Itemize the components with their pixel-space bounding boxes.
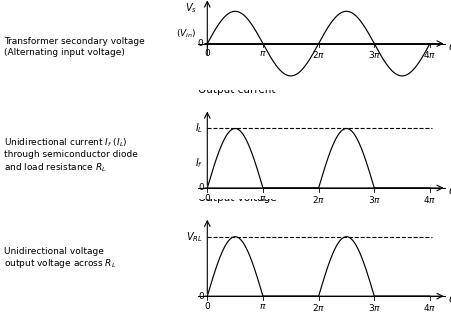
Text: $\omega t$: $\omega t$ [448,184,451,196]
Text: $4\pi$: $4\pi$ [423,302,437,313]
Text: Transformer secondary voltage
(Alternating input voltage): Transformer secondary voltage (Alternati… [4,37,145,57]
Text: Unidirectional voltage
output voltage across $R_L$: Unidirectional voltage output voltage ac… [4,246,116,270]
Text: Unidirectional current $I_f$ ($I_L$)
through semiconductor diode
and load resist: Unidirectional current $I_f$ ($I_L$) thr… [4,136,138,174]
Text: $2\pi$: $2\pi$ [312,49,325,60]
Text: Output current: Output current [198,85,276,95]
Text: $\pi$: $\pi$ [259,194,267,203]
Text: $I_L$: $I_L$ [195,121,203,135]
Text: $\pi$: $\pi$ [259,302,267,311]
Text: $V_{RL}$: $V_{RL}$ [186,230,203,244]
Text: $4\pi$: $4\pi$ [423,194,437,205]
Text: $3\pi$: $3\pi$ [368,302,381,313]
Text: 0: 0 [204,194,210,203]
Text: 0: 0 [204,302,210,311]
Text: 0: 0 [198,183,204,193]
Text: $3\pi$: $3\pi$ [368,49,381,60]
Text: $\omega t$: $\omega t$ [448,292,451,304]
Text: $V_s$: $V_s$ [184,1,197,15]
Text: $\omega t$: $\omega t$ [448,39,451,52]
Text: $2\pi$: $2\pi$ [312,302,325,313]
Text: $(V_{in})$: $(V_{in})$ [176,27,197,39]
Text: $2\pi$: $2\pi$ [312,194,325,205]
Text: $I_f$: $I_f$ [195,156,203,170]
Text: 0: 0 [197,39,203,48]
Text: $\pi$: $\pi$ [259,49,267,58]
Text: 0: 0 [204,49,210,58]
Text: 0: 0 [198,292,204,301]
Text: $3\pi$: $3\pi$ [368,194,381,205]
Text: $4\pi$: $4\pi$ [423,49,437,60]
Text: Output voltage: Output voltage [198,193,277,203]
